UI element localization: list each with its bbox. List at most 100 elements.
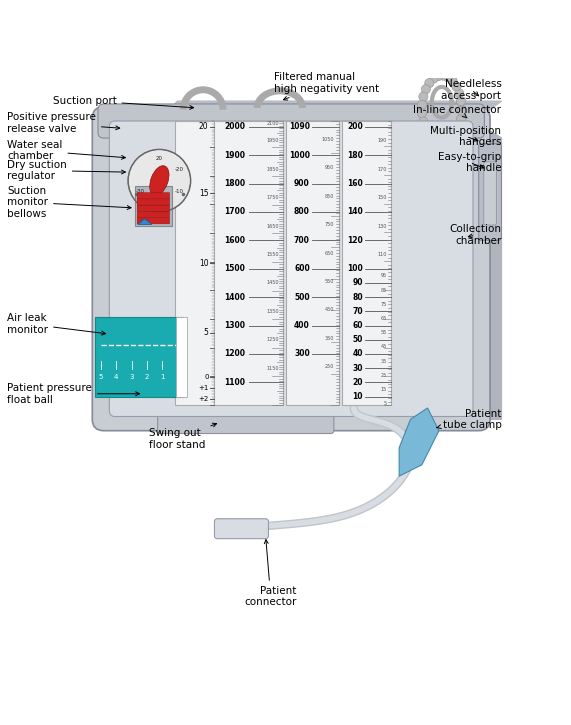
Text: -40: -40: [155, 201, 164, 206]
Text: Suction port: Suction port: [53, 96, 194, 109]
Text: 190: 190: [377, 138, 387, 144]
Text: 1900: 1900: [224, 151, 245, 160]
Text: 1950: 1950: [267, 138, 279, 144]
Text: 170: 170: [377, 167, 387, 172]
Circle shape: [421, 85, 431, 94]
Text: 3: 3: [129, 373, 134, 380]
FancyBboxPatch shape: [95, 317, 183, 397]
FancyBboxPatch shape: [137, 212, 170, 218]
Circle shape: [457, 107, 466, 115]
Text: 150: 150: [377, 195, 387, 200]
Text: 1200: 1200: [224, 349, 245, 358]
Text: 1800: 1800: [224, 179, 245, 188]
Text: 75: 75: [380, 302, 387, 307]
Circle shape: [451, 129, 460, 138]
Circle shape: [421, 125, 430, 133]
Circle shape: [425, 78, 434, 88]
FancyBboxPatch shape: [158, 394, 334, 434]
Text: Suction
monitor
bellows: Suction monitor bellows: [7, 186, 131, 219]
Text: Positive pressure
release valve: Positive pressure release valve: [7, 112, 120, 134]
Text: 1350: 1350: [267, 309, 279, 314]
Text: 80: 80: [352, 293, 363, 302]
Text: 1600: 1600: [224, 236, 245, 245]
Text: 300: 300: [294, 349, 310, 358]
Text: 1650: 1650: [267, 223, 279, 228]
FancyBboxPatch shape: [137, 218, 170, 224]
Circle shape: [444, 72, 453, 82]
Text: 100: 100: [347, 264, 363, 273]
Text: Collection
chamber: Collection chamber: [449, 225, 501, 246]
Text: -20: -20: [174, 167, 183, 172]
Text: -30: -30: [135, 189, 144, 194]
FancyBboxPatch shape: [478, 144, 501, 240]
Text: 250: 250: [325, 364, 334, 369]
Circle shape: [417, 109, 427, 118]
Text: 400: 400: [294, 321, 310, 330]
Text: 1450: 1450: [267, 281, 279, 286]
Text: Filtered manual
high negativity vent: Filtered manual high negativity vent: [274, 72, 379, 100]
Text: 1300: 1300: [224, 321, 245, 330]
Text: 120: 120: [347, 236, 363, 245]
Text: 650: 650: [325, 251, 334, 256]
Text: 1250: 1250: [267, 337, 279, 342]
Text: 950: 950: [325, 165, 334, 170]
Text: 5: 5: [384, 401, 387, 406]
Circle shape: [443, 138, 452, 147]
Text: 500: 500: [294, 293, 310, 302]
Text: 4: 4: [114, 373, 118, 380]
Circle shape: [456, 96, 465, 106]
Text: Needleless
access port: Needleless access port: [441, 79, 501, 101]
Text: 40: 40: [352, 349, 363, 358]
Text: 2: 2: [144, 373, 149, 380]
Text: 1850: 1850: [267, 167, 279, 172]
Text: 1550: 1550: [267, 252, 279, 257]
Circle shape: [439, 71, 448, 80]
FancyBboxPatch shape: [175, 121, 215, 405]
Text: 25: 25: [380, 373, 387, 378]
Text: Dry suction
regulator: Dry suction regulator: [7, 160, 126, 181]
Text: 15: 15: [199, 189, 208, 198]
FancyBboxPatch shape: [215, 121, 283, 405]
Text: 45: 45: [380, 344, 387, 349]
Text: 15: 15: [380, 387, 387, 392]
Circle shape: [456, 115, 465, 124]
FancyBboxPatch shape: [98, 104, 484, 138]
Text: 70: 70: [352, 307, 363, 316]
Text: 160: 160: [347, 179, 363, 188]
Text: +2: +2: [198, 397, 208, 402]
Text: 10: 10: [199, 259, 208, 268]
FancyBboxPatch shape: [343, 121, 391, 405]
Text: 450: 450: [325, 307, 334, 312]
Circle shape: [417, 100, 427, 109]
Text: 1100: 1100: [224, 378, 245, 387]
Text: -10: -10: [174, 189, 183, 194]
Circle shape: [419, 92, 428, 102]
Text: 95: 95: [381, 273, 387, 278]
FancyBboxPatch shape: [137, 193, 170, 199]
Circle shape: [433, 72, 443, 80]
Text: 20: 20: [156, 156, 163, 161]
Text: Multi-position
hangers: Multi-position hangers: [431, 125, 501, 147]
Text: 200: 200: [347, 123, 363, 131]
Text: 1400: 1400: [224, 293, 245, 302]
Text: 1050: 1050: [321, 137, 334, 142]
FancyBboxPatch shape: [484, 162, 496, 225]
Text: Patient
tube clamp: Patient tube clamp: [437, 408, 501, 430]
Text: 1700: 1700: [224, 207, 245, 217]
Polygon shape: [160, 101, 501, 118]
Text: 50: 50: [353, 335, 363, 344]
Text: 0: 0: [204, 373, 208, 380]
Circle shape: [448, 76, 457, 86]
Text: 20: 20: [199, 123, 208, 131]
FancyBboxPatch shape: [286, 121, 340, 405]
Text: 55: 55: [380, 330, 387, 335]
Text: 10: 10: [352, 392, 363, 401]
Text: 20: 20: [352, 378, 363, 387]
Text: 1500: 1500: [224, 264, 245, 273]
FancyBboxPatch shape: [155, 112, 484, 425]
Text: 1: 1: [160, 373, 164, 380]
Text: Air leak
monitor: Air leak monitor: [7, 313, 106, 335]
Text: 65: 65: [380, 316, 387, 321]
Text: Easy-to-grip
handle: Easy-to-grip handle: [438, 152, 501, 173]
Circle shape: [429, 74, 438, 83]
